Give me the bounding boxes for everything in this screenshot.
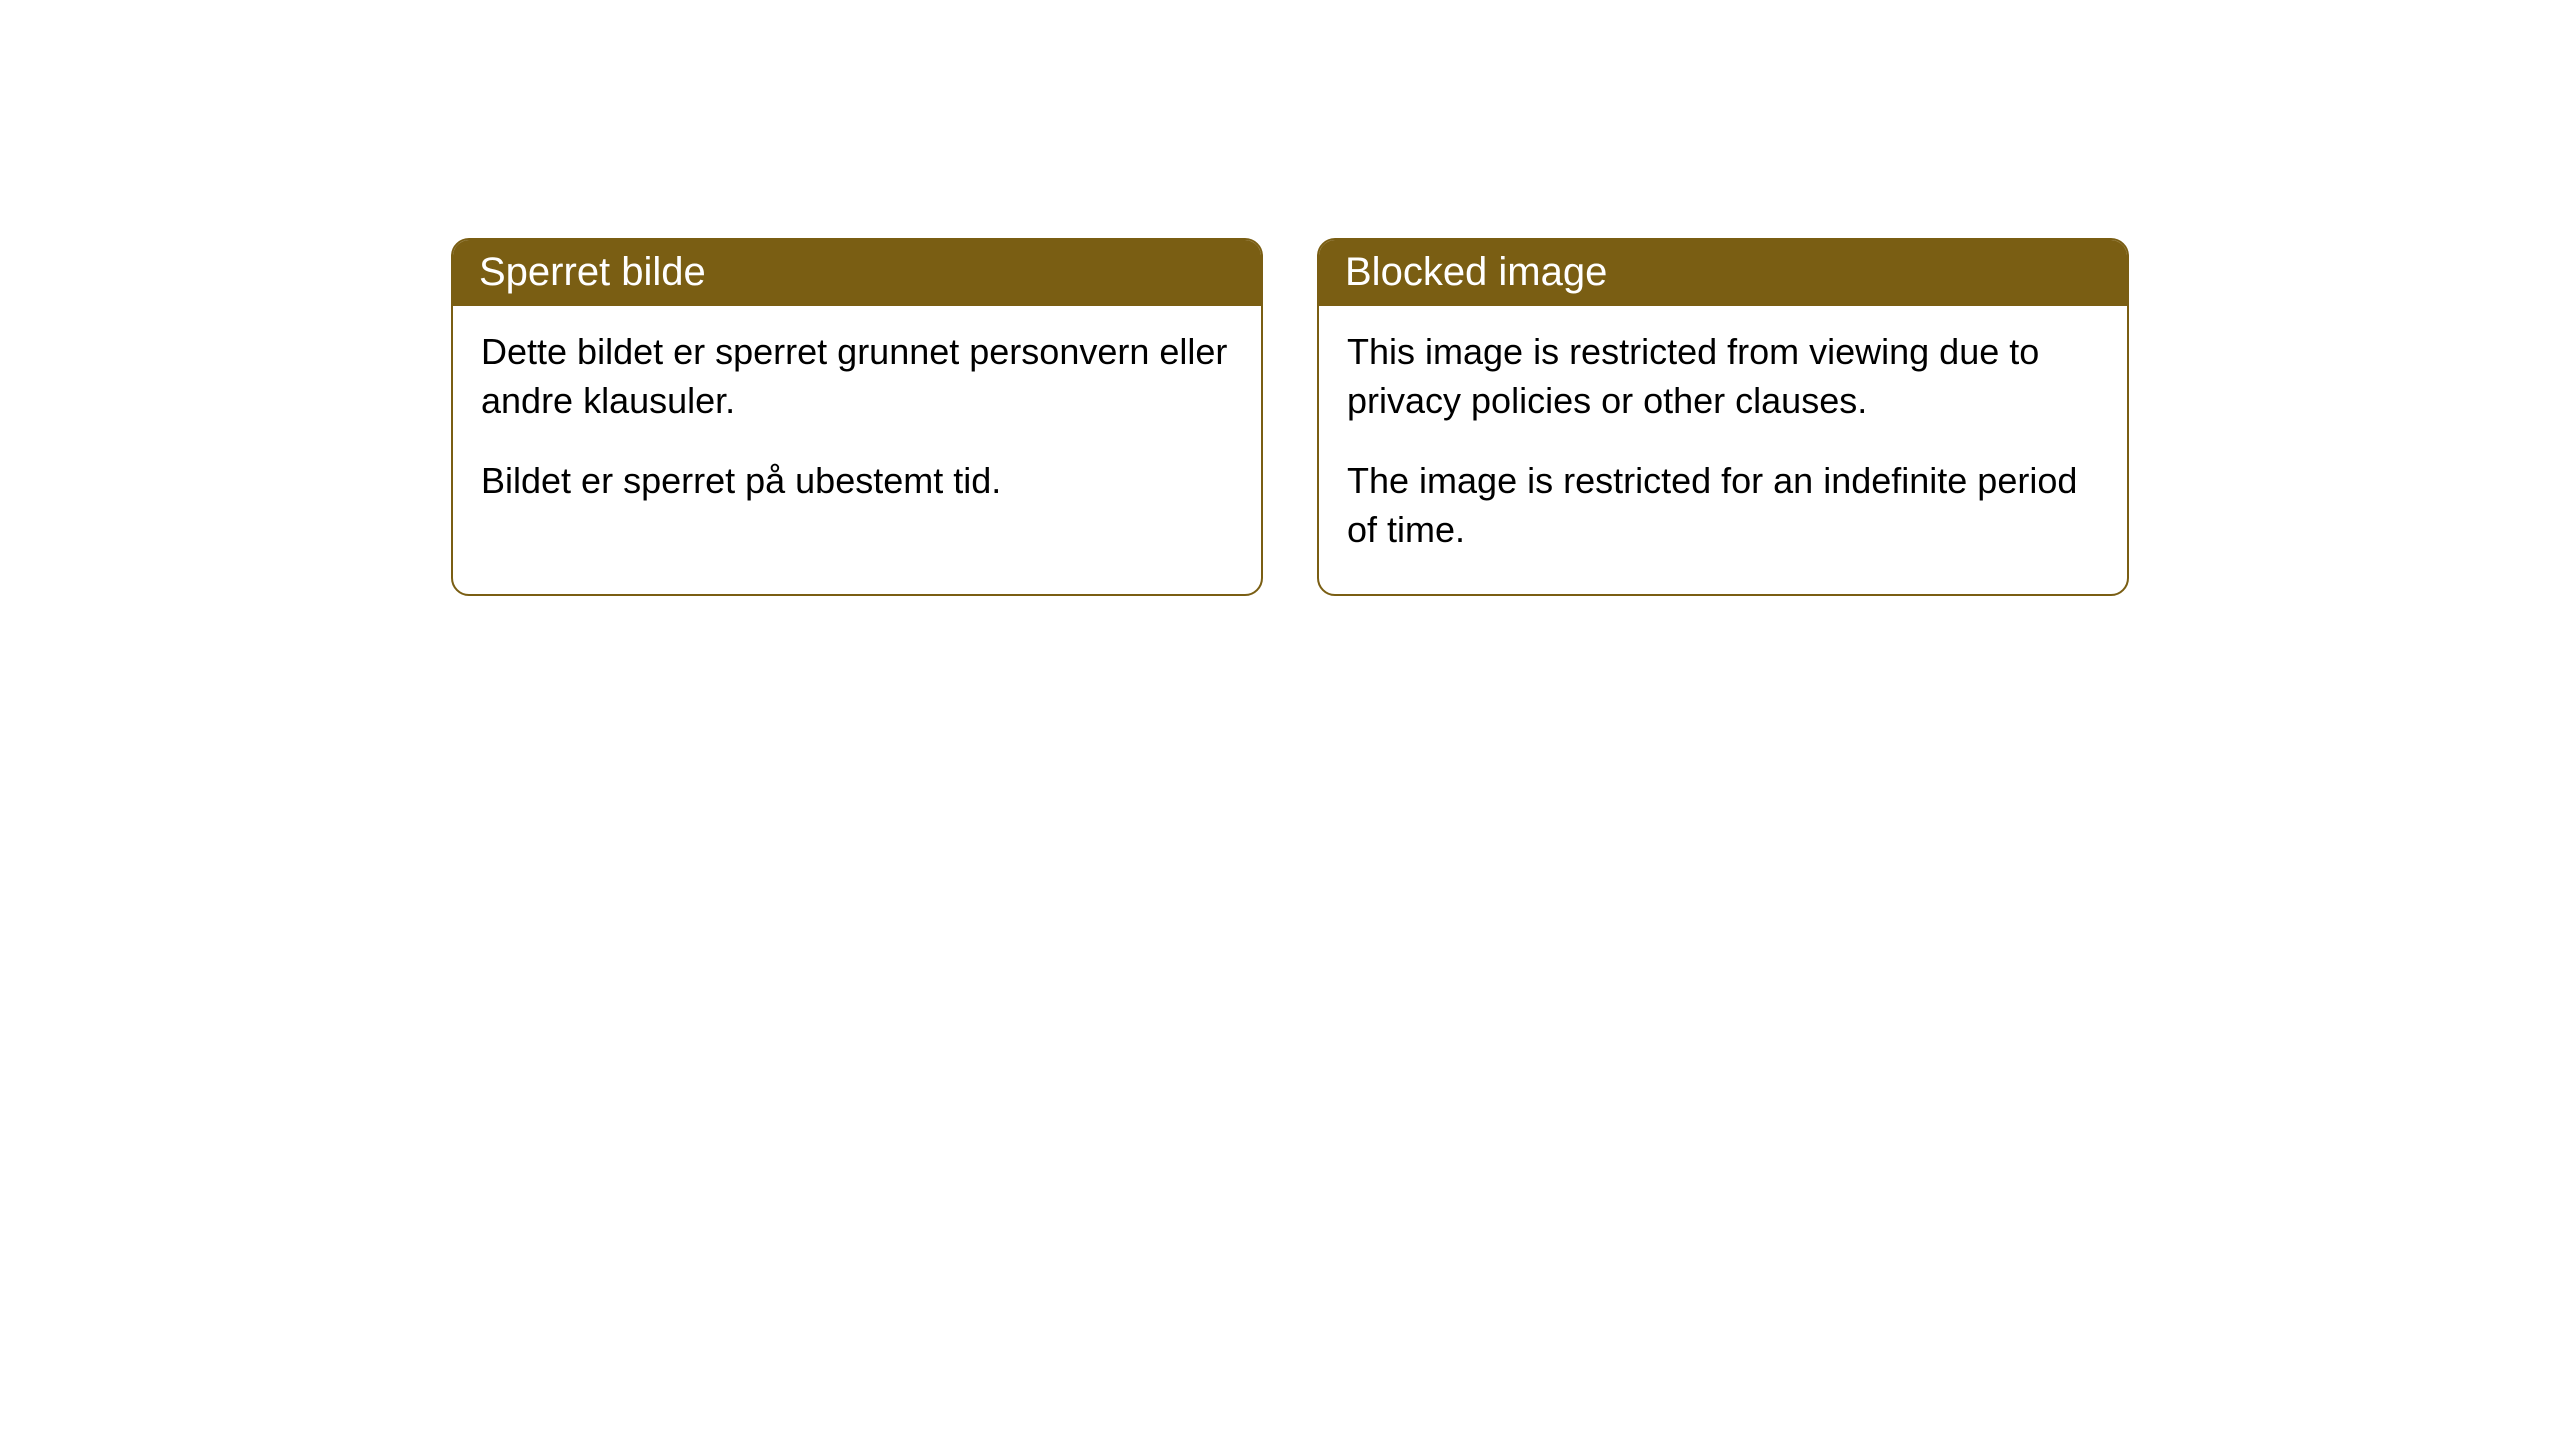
card-paragraph-1-norwegian: Dette bildet er sperret grunnet personve…	[481, 328, 1233, 425]
card-english: Blocked image This image is restricted f…	[1317, 238, 2129, 596]
card-paragraph-2-norwegian: Bildet er sperret på ubestemt tid.	[481, 457, 1233, 506]
card-container: Sperret bilde Dette bildet er sperret gr…	[0, 0, 2560, 596]
card-norwegian: Sperret bilde Dette bildet er sperret gr…	[451, 238, 1263, 596]
card-body-english: This image is restricted from viewing du…	[1319, 306, 2127, 594]
card-paragraph-2-english: The image is restricted for an indefinit…	[1347, 457, 2099, 554]
card-header-norwegian: Sperret bilde	[453, 240, 1261, 306]
card-paragraph-1-english: This image is restricted from viewing du…	[1347, 328, 2099, 425]
card-header-english: Blocked image	[1319, 240, 2127, 306]
card-body-norwegian: Dette bildet er sperret grunnet personve…	[453, 306, 1261, 546]
